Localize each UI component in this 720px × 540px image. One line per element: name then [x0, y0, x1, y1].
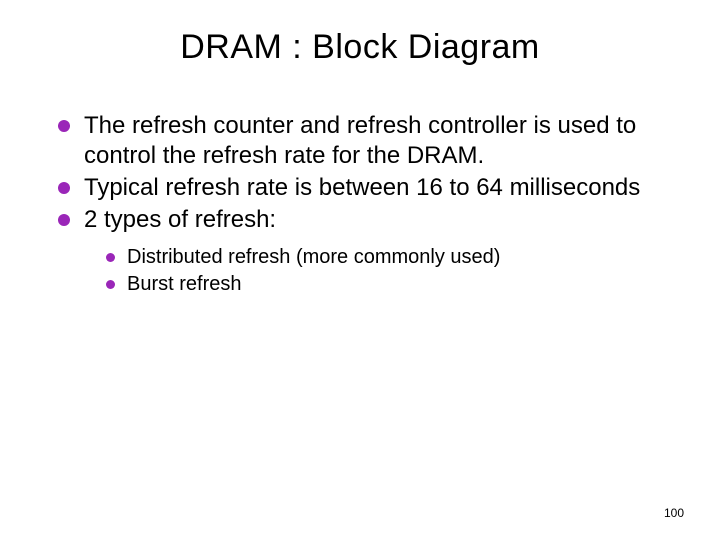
sub-bullet-item: Burst refresh — [106, 272, 670, 297]
bullet-text: 2 types of refresh: — [84, 205, 670, 235]
sub-bullet-list: Distributed refresh (more commonly used)… — [50, 245, 670, 297]
bullet-item: 2 types of refresh: — [58, 205, 670, 235]
page-number: 100 — [664, 506, 684, 520]
bullet-dot-icon — [58, 120, 70, 132]
slide-container: DRAM : Block Diagram The refresh counter… — [0, 0, 720, 540]
sub-bullet-text: Burst refresh — [127, 272, 670, 297]
sub-bullet-dot-icon — [106, 280, 115, 289]
sub-bullet-text: Distributed refresh (more commonly used) — [127, 245, 670, 270]
bullet-text: The refresh counter and refresh controll… — [84, 111, 670, 171]
sub-bullet-item: Distributed refresh (more commonly used) — [106, 245, 670, 270]
bullet-dot-icon — [58, 214, 70, 226]
sub-bullet-dot-icon — [106, 253, 115, 262]
bullet-dot-icon — [58, 182, 70, 194]
bullet-item: The refresh counter and refresh controll… — [58, 111, 670, 171]
bullet-list: The refresh counter and refresh controll… — [50, 111, 670, 235]
slide-title: DRAM : Block Diagram — [50, 28, 670, 67]
bullet-item: Typical refresh rate is between 16 to 64… — [58, 173, 670, 203]
bullet-text: Typical refresh rate is between 16 to 64… — [84, 173, 670, 203]
